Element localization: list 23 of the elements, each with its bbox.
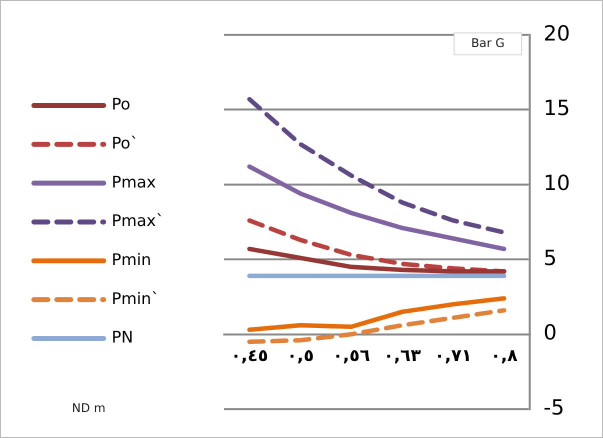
y-axis-title: Bar G: [471, 36, 505, 50]
line-series: [247, 308, 506, 344]
legend-label: PN: [112, 328, 134, 347]
y-tick-label: 5: [543, 246, 557, 270]
y-tick-label: 0: [543, 320, 557, 345]
x-tick-label: ٠,٥٦: [332, 344, 370, 365]
legend-label: Pmin: [112, 250, 152, 269]
x-tick-label: ٠,٦٣: [384, 344, 422, 365]
legend-label: Po: [112, 94, 130, 114]
text: ND m: [72, 401, 106, 416]
x-tick-label: ٠,٨: [490, 344, 518, 365]
legend-label: Pmin`: [112, 288, 160, 308]
y-tick-label: -5: [543, 396, 564, 420]
legend-label: Pmax`: [112, 211, 164, 230]
x-tick-label: ٠,٧١: [434, 344, 472, 365]
x-tick-label: ٠,٤٥: [230, 344, 268, 365]
y-tick-label: 10: [543, 171, 570, 195]
y-tick-label: 20: [543, 21, 570, 46]
y-tick-label: 15: [543, 96, 570, 120]
legend-label: Po`: [112, 133, 138, 152]
line-series: [247, 96, 506, 235]
legend-label: Pmax: [112, 172, 156, 192]
x-tick-label: ٠,٥: [286, 344, 314, 365]
